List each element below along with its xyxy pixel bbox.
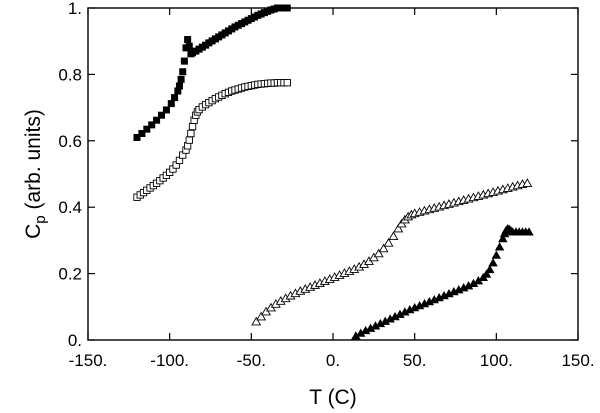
data-point <box>180 57 188 65</box>
y-axis-label: Cp (arb. units) <box>22 109 49 239</box>
data-point <box>256 311 267 321</box>
series-filled-triangle <box>351 223 534 340</box>
x-tick-label: -100. <box>150 351 189 370</box>
data-point <box>388 231 399 241</box>
data-point <box>522 178 533 187</box>
x-tick-label: -150. <box>69 351 108 370</box>
y-tick-label: 1. <box>68 0 82 18</box>
data-point <box>148 121 156 129</box>
series-open-triangle <box>251 178 533 326</box>
data-point <box>143 125 151 133</box>
x-tick-label: 150. <box>561 351 594 370</box>
y-axis-ticks: 0. 0.2 0.4 0.6 0.8 1. <box>58 0 578 350</box>
y-tick-label: 0.2 <box>58 265 82 284</box>
data-point <box>153 116 161 124</box>
y-tick-label: 0.4 <box>58 198 82 217</box>
data-point <box>491 250 502 259</box>
data-point <box>485 264 495 274</box>
data-point <box>383 237 394 247</box>
data-point <box>393 223 404 233</box>
series-open-square <box>133 79 291 201</box>
y-axis-label-subscript: p <box>32 215 49 223</box>
x-tick-label: 50. <box>403 351 427 370</box>
data-series <box>133 4 534 340</box>
y-tick-label: 0. <box>68 331 82 350</box>
x-axis-label: T (C) <box>309 386 356 409</box>
y-axis-label-rest: (arb. units) <box>22 109 45 215</box>
plot-frame <box>87 7 579 341</box>
x-axis-ticks: -150. -100. -50. 0. 50. 100. 150. <box>69 8 595 370</box>
data-point <box>498 233 508 243</box>
data-point <box>488 258 498 267</box>
data-point <box>283 79 291 87</box>
data-point <box>283 4 291 12</box>
data-point <box>175 82 183 90</box>
data-point <box>185 136 193 144</box>
data-point <box>158 111 166 119</box>
series-filled-square <box>133 4 291 141</box>
y-tick-label: 0.6 <box>58 132 82 151</box>
data-point <box>171 94 179 102</box>
data-point <box>162 106 170 114</box>
data-point <box>138 129 146 137</box>
data-point <box>187 129 195 138</box>
data-point <box>378 243 389 253</box>
x-tick-label: 100. <box>480 351 513 370</box>
data-point <box>251 316 262 326</box>
data-point <box>481 269 492 278</box>
y-tick-label: 0.8 <box>58 65 82 84</box>
data-point <box>167 100 175 108</box>
y-axis-label-main: C <box>22 224 45 239</box>
data-point <box>179 68 187 76</box>
data-point <box>524 227 534 236</box>
data-point <box>185 42 193 50</box>
data-point <box>494 242 505 251</box>
x-tick-label: -50. <box>237 351 266 370</box>
data-point <box>184 36 192 44</box>
data-point <box>188 122 197 131</box>
x-tick-label: 0. <box>326 351 340 370</box>
data-point <box>133 133 141 141</box>
data-point <box>373 248 384 258</box>
data-point <box>177 75 185 83</box>
